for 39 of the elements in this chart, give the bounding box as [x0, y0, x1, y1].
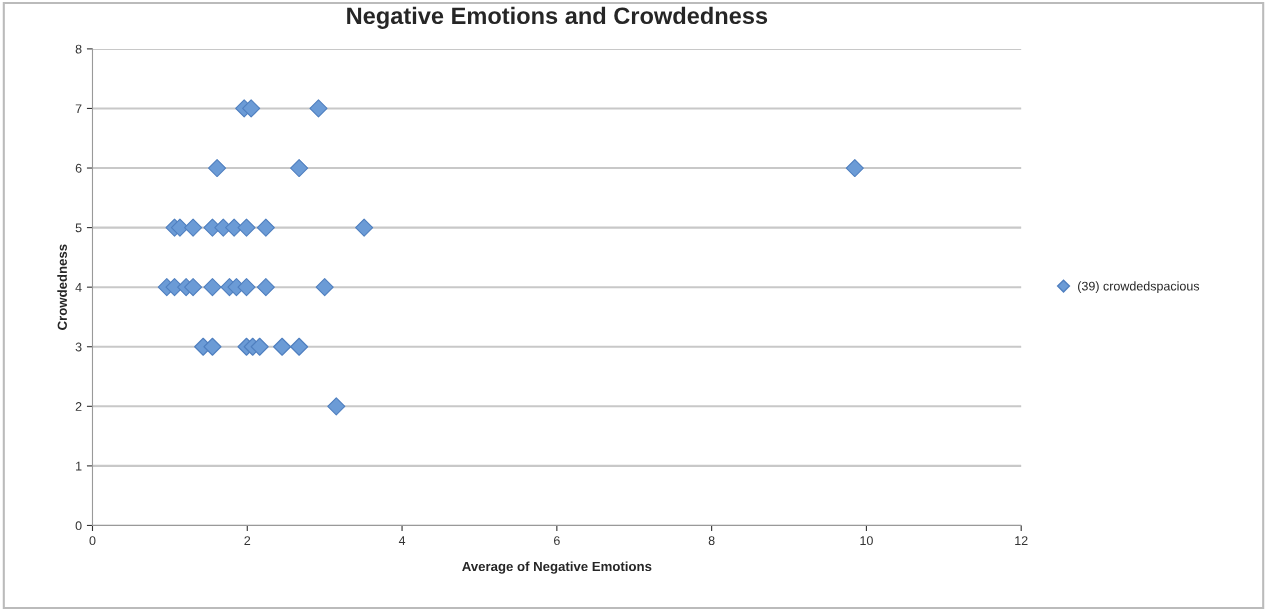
- point: [309, 99, 328, 118]
- point: [327, 397, 346, 416]
- y-tick-label: 1: [76, 461, 82, 471]
- legend-label: (39) crowdedspacious: [1078, 281, 1200, 293]
- y-tick-label: 2: [75, 402, 82, 411]
- x-tick-label: 4: [398, 536, 406, 545]
- point: [273, 337, 292, 356]
- x-tick-label: 12: [1015, 536, 1028, 545]
- x-axis-title: Average of Negative Emotions: [462, 561, 652, 574]
- point: [290, 158, 309, 178]
- point: [845, 158, 864, 178]
- point: [208, 158, 227, 178]
- y-tick-label: 6: [75, 163, 82, 173]
- point: [355, 218, 374, 237]
- y-tick-label: 0: [75, 521, 82, 531]
- point: [290, 337, 309, 356]
- point: [256, 218, 275, 237]
- point: [315, 278, 334, 297]
- point: [184, 218, 203, 237]
- x-tick-label: 10: [860, 536, 873, 546]
- x-tick-label: 0: [89, 536, 96, 546]
- point: [250, 337, 269, 356]
- x-tick-label: 2: [244, 536, 251, 545]
- point: [237, 218, 256, 237]
- x-tick-label: 8: [708, 536, 715, 546]
- y-axis-title: Crowdedness: [57, 244, 67, 330]
- point: [237, 278, 256, 297]
- point: [242, 99, 261, 118]
- y-tick-label: 8: [75, 44, 82, 54]
- point: [203, 278, 222, 297]
- y-tick-label: 3: [75, 342, 82, 352]
- y-tick-label: 4: [75, 283, 82, 292]
- y-tick-label: 5: [75, 223, 82, 233]
- y-tick-label: 7: [75, 104, 82, 113]
- point: [184, 278, 203, 297]
- chart-title: Negative Emotions and Crowdedness: [347, 6, 768, 29]
- x-tick-label: 6: [554, 536, 560, 546]
- point: [256, 278, 275, 297]
- point: [203, 337, 222, 356]
